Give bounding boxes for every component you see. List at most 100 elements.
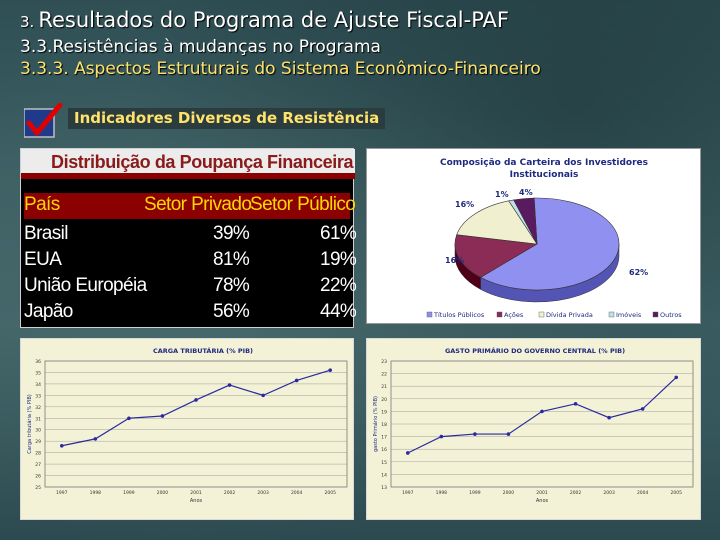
pie-slice — [454, 234, 538, 278]
x-tick-label: 2000 — [157, 490, 169, 496]
pie-value-label: 4% — [519, 188, 533, 197]
y-tick-label: 30 — [35, 428, 41, 434]
table-cell-private: 39% — [213, 223, 250, 244]
table-header-row: País Setor Privado Setor Público — [24, 193, 356, 219]
y-tick-label: 28 — [35, 451, 41, 457]
x-tick-label: 2003 — [257, 490, 269, 496]
pie-title-line1: Composição da Carteira dos Investidores — [440, 158, 648, 168]
table-header-public: Setor Público — [250, 194, 356, 215]
x-tick-label: 1999 — [123, 490, 135, 496]
data-point — [261, 393, 265, 398]
y-tick-label: 32 — [35, 405, 41, 411]
y-tick-label: 34 — [35, 382, 41, 388]
legend-label: Imóveis — [616, 311, 642, 319]
chart-title: GASTO PRIMÁRIO DO GOVERNO CENTRAL (% PIB… — [445, 346, 625, 355]
pie-value-label: 1% — [495, 190, 509, 199]
y-tick-label: 27 — [35, 462, 41, 468]
pie-title-line2: Institucionais — [510, 170, 579, 180]
x-tick-label: 2001 — [536, 490, 548, 496]
y-tick-label: 20 — [381, 397, 387, 403]
data-point — [294, 378, 299, 383]
y-tick-label: 33 — [35, 393, 41, 399]
table-row: EUA 81% 19% — [21, 249, 357, 275]
x-tick-label: 2000 — [503, 490, 515, 496]
table-cell-public: 22% — [320, 275, 357, 296]
x-tick-label: 2005 — [324, 490, 336, 496]
y-tick-label: 21 — [381, 384, 387, 390]
data-point — [506, 432, 511, 436]
table-cell-country: Brasil — [24, 223, 69, 244]
data-point — [328, 368, 333, 372]
y-tick-label: 17 — [381, 435, 387, 441]
pie-slice — [456, 200, 538, 245]
x-tick-label: 1998 — [436, 490, 448, 496]
x-tick-label: 2005 — [670, 490, 682, 496]
table-cell-country: EUA — [24, 249, 62, 270]
legend-swatch — [426, 311, 433, 318]
x-axis-label: Anos — [536, 498, 549, 504]
section-title: 3.3.3. Aspectos Estruturais do Sistema E… — [20, 59, 541, 79]
table-cell-public: 44% — [320, 301, 357, 322]
y-tick-label: 31 — [35, 416, 41, 422]
data-point — [540, 409, 544, 414]
pie-slice — [513, 197, 538, 245]
table-cell-public: 19% — [320, 249, 357, 270]
x-axis-label: Anos — [190, 498, 203, 504]
indicators-label: Indicadores Diversos de Resistência — [68, 108, 386, 129]
pie-slice — [479, 197, 620, 291]
legend-label: Outros — [660, 311, 682, 319]
y-tick-label: 29 — [35, 439, 41, 445]
data-point — [607, 415, 611, 420]
tax-burden-chart: CARGA TRIBUTÁRIA (% PIB) 25 26 27 28 29 30 31 32… — [20, 338, 354, 520]
table-header-private: Setor Privado — [144, 194, 252, 215]
data-point — [439, 434, 444, 439]
data-point — [573, 402, 578, 406]
y-tick-label: 13 — [381, 485, 387, 491]
y-tick-label: 15 — [381, 460, 387, 466]
legend-swatch — [538, 311, 545, 318]
table-row: União Européia 78% 22% — [21, 275, 357, 301]
portfolio-pie-chart: Composição da Carteira dos Investidores … — [366, 148, 701, 324]
y-tick-label: 36 — [35, 359, 41, 365]
y-tick-label: 22 — [381, 372, 387, 378]
legend-label: Dívida Privada — [546, 311, 593, 319]
tax-burden-svg: CARGA TRIBUTÁRIA (% PIB) 25 26 27 28 29 30 31 32… — [26, 346, 348, 504]
table-cell-public: 61% — [320, 223, 357, 244]
y-tick-label: 25 — [35, 485, 41, 491]
x-tick-label: 2002 — [570, 490, 582, 496]
y-tick-label: 16 — [381, 447, 387, 453]
pie-value-label: 62% — [629, 268, 648, 277]
data-point — [93, 437, 98, 441]
y-tick-label: 35 — [35, 370, 41, 376]
table-header-country: País — [24, 194, 60, 215]
data-point — [127, 416, 131, 421]
x-tick-label: 2001 — [190, 490, 202, 496]
y-tick-label: 23 — [381, 359, 387, 365]
legend-swatch — [608, 311, 615, 318]
pie-value-label: 16% — [445, 256, 464, 265]
plot-area — [44, 360, 348, 488]
table-cell-country: União Européia — [24, 275, 147, 296]
data-point — [160, 414, 165, 418]
data-point — [674, 375, 679, 380]
y-tick-label: 19 — [381, 409, 387, 415]
y-tick-label: 26 — [35, 474, 41, 480]
data-point — [640, 407, 645, 411]
table-row: Brasil 39% 61% — [21, 223, 357, 249]
data-point — [227, 383, 232, 387]
header: 3. Resultados do Programa de Ajuste Fisca… — [20, 8, 541, 79]
x-tick-label: 1999 — [469, 490, 481, 496]
x-tick-label: 1997 — [402, 490, 414, 496]
table-cell-private: 78% — [213, 275, 250, 296]
table-row: Japão 56% 44% — [21, 301, 357, 327]
pie-chart-svg: Composição da Carteira dos Investidores … — [426, 158, 682, 319]
y-axis-label: gasto Primário (% PIB) — [372, 396, 379, 452]
primary-spending-svg: GASTO PRIMÁRIO DO GOVERNO CENTRAL (% PIB… — [372, 346, 694, 504]
x-tick-label: 2002 — [224, 490, 236, 496]
x-tick-label: 1998 — [90, 490, 102, 496]
table-title: Distribuição da Poupança Financeira — [21, 149, 355, 179]
subtitle: 3.3.Resistências à mudanças no Programa — [20, 37, 381, 57]
legend-label: Títulos Públicos — [433, 311, 485, 319]
chart-title: CARGA TRIBUTÁRIA (% PIB) — [153, 346, 253, 355]
data-point — [194, 398, 198, 402]
